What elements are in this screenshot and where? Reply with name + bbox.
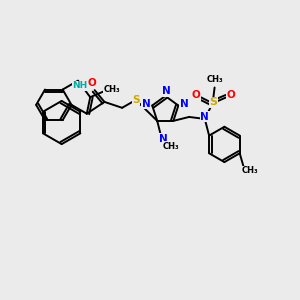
Text: N: N bbox=[162, 86, 171, 96]
Text: N: N bbox=[180, 99, 189, 109]
Text: S: S bbox=[210, 97, 218, 107]
Text: CH₃: CH₃ bbox=[163, 142, 179, 151]
Text: CH₃: CH₃ bbox=[103, 85, 120, 94]
Text: N: N bbox=[159, 134, 167, 143]
Text: CH₃: CH₃ bbox=[241, 167, 258, 176]
Text: N: N bbox=[142, 99, 151, 109]
Text: O: O bbox=[87, 78, 96, 88]
Text: O: O bbox=[227, 90, 236, 100]
Text: N: N bbox=[200, 112, 209, 122]
Text: S: S bbox=[132, 95, 140, 105]
Text: NH: NH bbox=[72, 81, 88, 90]
Text: O: O bbox=[192, 90, 200, 100]
Text: CH₃: CH₃ bbox=[206, 75, 223, 84]
